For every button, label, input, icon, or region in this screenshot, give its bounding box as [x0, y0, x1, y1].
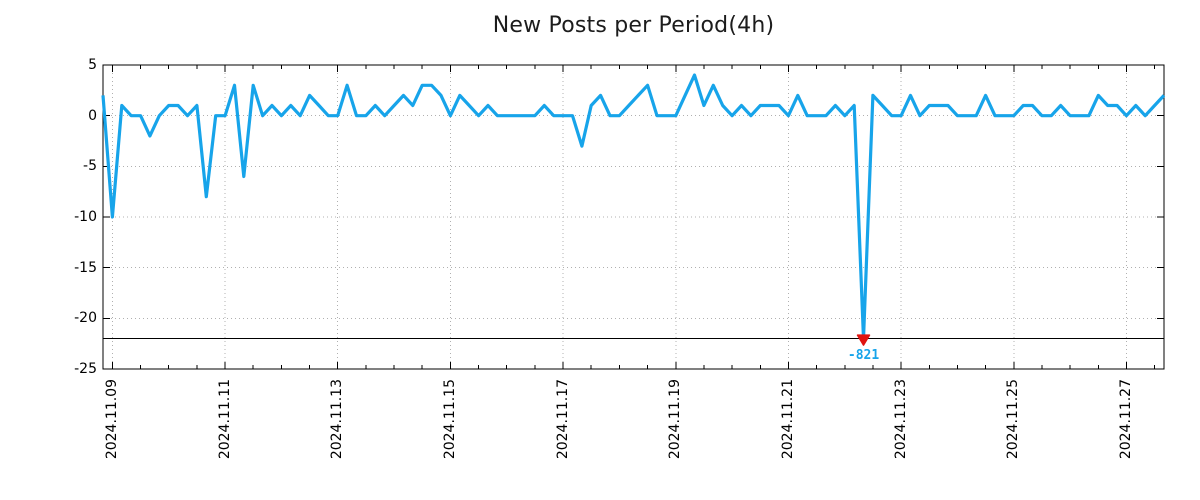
y-axis-label: -25 — [74, 361, 97, 377]
min-marker-icon — [856, 334, 871, 346]
x-axis-label: 2024.11.11 — [216, 379, 233, 460]
x-axis-label: 2024.11.25 — [1005, 379, 1022, 460]
y-axis-label: 0 — [88, 107, 97, 124]
data-line — [101, 73, 1166, 341]
x-axis-label: 2024.11.15 — [441, 379, 458, 460]
x-axis-label: 2024.11.13 — [329, 379, 346, 460]
y-axis-label: -10 — [74, 209, 97, 225]
x-axis-label: 2024.11.23 — [892, 379, 909, 460]
y-axis-label: -20 — [74, 310, 97, 327]
y-axis-label: -5 — [83, 158, 97, 175]
y-axis-label: -15 — [74, 259, 97, 276]
x-axis-label: 2024.11.19 — [667, 379, 684, 460]
x-axis-label: 2024.11.09 — [103, 379, 120, 460]
x-axis-label: 2024.11.27 — [1117, 379, 1134, 460]
x-axis-label: 2024.11.17 — [554, 379, 571, 460]
y-axis-label: 5 — [88, 57, 97, 73]
chart-title: New Posts per Period(4h) — [492, 13, 775, 38]
x-axis-label: 2024.11.21 — [779, 379, 796, 460]
min-annotation-label: -821 — [847, 347, 880, 363]
